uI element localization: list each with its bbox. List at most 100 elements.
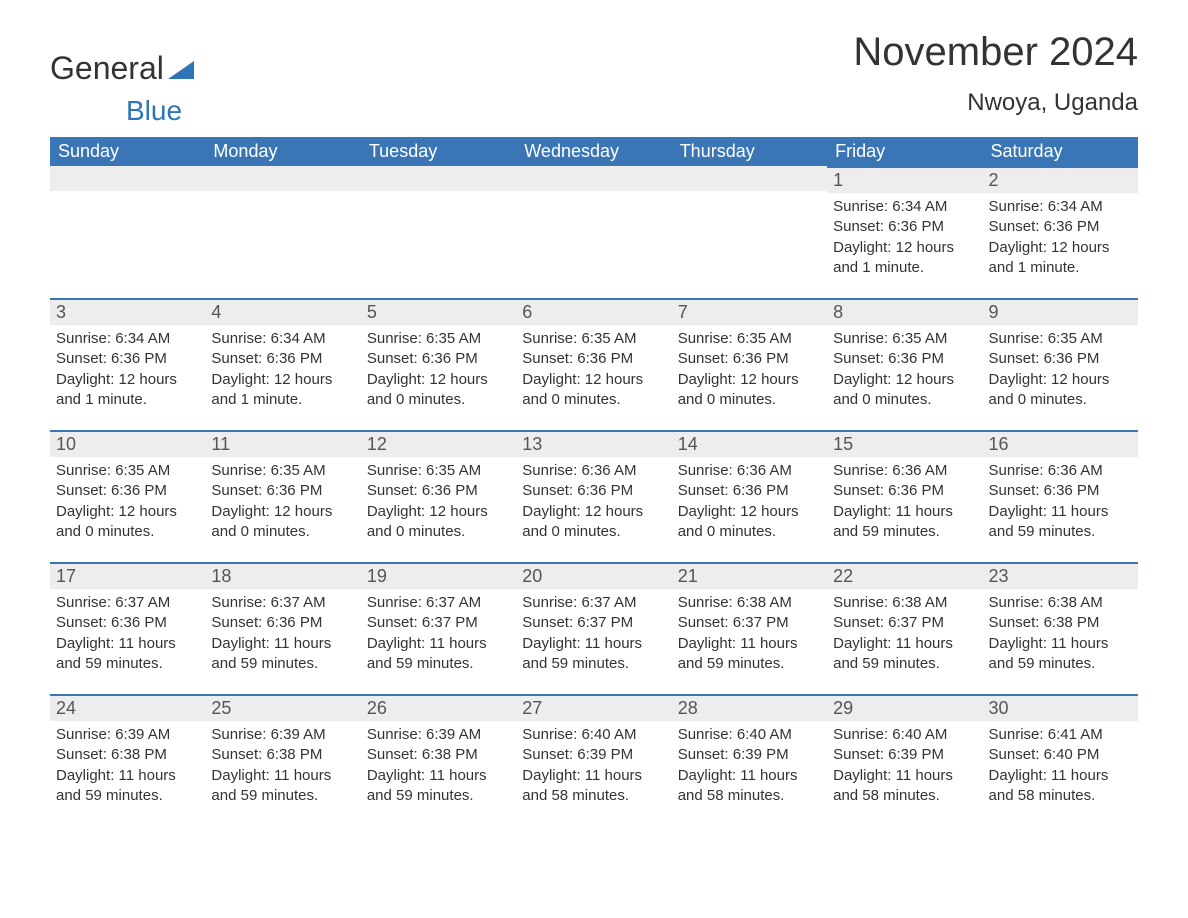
day-details: Sunrise: 6:35 AMSunset: 6:36 PMDaylight:… <box>827 325 982 418</box>
daylight-line: Daylight: 11 hours and 59 minutes. <box>678 634 821 675</box>
sunset-line: Sunset: 6:36 PM <box>989 481 1132 501</box>
sunset-line: Sunset: 6:36 PM <box>56 349 199 369</box>
day-number: 17 <box>50 562 205 589</box>
sunset-line: Sunset: 6:40 PM <box>989 745 1132 765</box>
sunrise-line: Sunrise: 6:34 AM <box>989 197 1132 217</box>
daylight-line: Daylight: 11 hours and 59 minutes. <box>56 634 199 675</box>
calendar-day-cell: 10Sunrise: 6:35 AMSunset: 6:36 PMDayligh… <box>50 430 205 562</box>
sunrise-line: Sunrise: 6:36 AM <box>678 461 821 481</box>
daylight-line: Daylight: 11 hours and 58 minutes. <box>833 766 976 807</box>
sunset-line: Sunset: 6:36 PM <box>833 349 976 369</box>
calendar-day-cell: 13Sunrise: 6:36 AMSunset: 6:36 PMDayligh… <box>516 430 671 562</box>
calendar-week-row: 10Sunrise: 6:35 AMSunset: 6:36 PMDayligh… <box>50 430 1138 562</box>
day-details: Sunrise: 6:39 AMSunset: 6:38 PMDaylight:… <box>361 721 516 814</box>
calendar-day-cell: 9Sunrise: 6:35 AMSunset: 6:36 PMDaylight… <box>983 298 1138 430</box>
sunset-line: Sunset: 6:37 PM <box>522 613 665 633</box>
day-number: 18 <box>205 562 360 589</box>
sunrise-line: Sunrise: 6:38 AM <box>833 593 976 613</box>
calendar-day-cell: 17Sunrise: 6:37 AMSunset: 6:36 PMDayligh… <box>50 562 205 694</box>
daylight-line: Daylight: 11 hours and 59 minutes. <box>56 766 199 807</box>
daylight-line: Daylight: 11 hours and 59 minutes. <box>833 502 976 543</box>
day-number: 20 <box>516 562 671 589</box>
day-details: Sunrise: 6:37 AMSunset: 6:36 PMDaylight:… <box>50 589 205 682</box>
calendar-body: 1Sunrise: 6:34 AMSunset: 6:36 PMDaylight… <box>50 166 1138 826</box>
daylight-line: Daylight: 12 hours and 0 minutes. <box>56 502 199 543</box>
sunset-line: Sunset: 6:36 PM <box>211 481 354 501</box>
daylight-line: Daylight: 11 hours and 59 minutes. <box>211 634 354 675</box>
sunset-line: Sunset: 6:39 PM <box>678 745 821 765</box>
daylight-line: Daylight: 11 hours and 59 minutes. <box>989 502 1132 543</box>
daylight-line: Daylight: 12 hours and 0 minutes. <box>211 502 354 543</box>
calendar-day-cell: 7Sunrise: 6:35 AMSunset: 6:36 PMDaylight… <box>672 298 827 430</box>
daylight-line: Daylight: 11 hours and 58 minutes. <box>522 766 665 807</box>
sunrise-line: Sunrise: 6:38 AM <box>989 593 1132 613</box>
day-details: Sunrise: 6:34 AMSunset: 6:36 PMDaylight:… <box>827 193 982 286</box>
sunrise-line: Sunrise: 6:34 AM <box>211 329 354 349</box>
day-details: Sunrise: 6:38 AMSunset: 6:38 PMDaylight:… <box>983 589 1138 682</box>
calendar-day-cell: 2Sunrise: 6:34 AMSunset: 6:36 PMDaylight… <box>983 166 1138 298</box>
sunset-line: Sunset: 6:36 PM <box>833 217 976 237</box>
sunset-line: Sunset: 6:36 PM <box>367 481 510 501</box>
calendar-day-cell: 30Sunrise: 6:41 AMSunset: 6:40 PMDayligh… <box>983 694 1138 826</box>
day-details: Sunrise: 6:35 AMSunset: 6:36 PMDaylight:… <box>50 457 205 550</box>
daylight-line: Daylight: 12 hours and 0 minutes. <box>522 502 665 543</box>
day-number: 3 <box>50 298 205 325</box>
sunset-line: Sunset: 6:36 PM <box>56 613 199 633</box>
day-number: 29 <box>827 694 982 721</box>
daylight-line: Daylight: 12 hours and 0 minutes. <box>678 370 821 411</box>
day-number: 13 <box>516 430 671 457</box>
weekday-header: Monday <box>205 137 360 166</box>
day-number: 22 <box>827 562 982 589</box>
calendar-day-cell: 20Sunrise: 6:37 AMSunset: 6:37 PMDayligh… <box>516 562 671 694</box>
day-number: 26 <box>361 694 516 721</box>
sunrise-line: Sunrise: 6:35 AM <box>367 329 510 349</box>
day-number: 9 <box>983 298 1138 325</box>
day-details: Sunrise: 6:35 AMSunset: 6:36 PMDaylight:… <box>983 325 1138 418</box>
calendar-empty-cell <box>205 166 360 298</box>
sunrise-line: Sunrise: 6:37 AM <box>522 593 665 613</box>
weekday-header: Friday <box>827 137 982 166</box>
daylight-line: Daylight: 12 hours and 0 minutes. <box>367 502 510 543</box>
day-number: 5 <box>361 298 516 325</box>
sunset-line: Sunset: 6:36 PM <box>367 349 510 369</box>
calendar-week-row: 3Sunrise: 6:34 AMSunset: 6:36 PMDaylight… <box>50 298 1138 430</box>
daylight-line: Daylight: 12 hours and 0 minutes. <box>522 370 665 411</box>
calendar-week-row: 24Sunrise: 6:39 AMSunset: 6:38 PMDayligh… <box>50 694 1138 826</box>
daylight-line: Daylight: 11 hours and 58 minutes. <box>989 766 1132 807</box>
daylight-line: Daylight: 11 hours and 59 minutes. <box>367 634 510 675</box>
day-number: 25 <box>205 694 360 721</box>
day-number: 27 <box>516 694 671 721</box>
daylight-line: Daylight: 12 hours and 0 minutes. <box>678 502 821 543</box>
calendar-day-cell: 11Sunrise: 6:35 AMSunset: 6:36 PMDayligh… <box>205 430 360 562</box>
brand-word-1: General <box>50 50 164 87</box>
daylight-line: Daylight: 11 hours and 59 minutes. <box>833 634 976 675</box>
calendar-day-cell: 18Sunrise: 6:37 AMSunset: 6:36 PMDayligh… <box>205 562 360 694</box>
day-number: 6 <box>516 298 671 325</box>
day-number: 10 <box>50 430 205 457</box>
sunrise-line: Sunrise: 6:35 AM <box>678 329 821 349</box>
day-details: Sunrise: 6:39 AMSunset: 6:38 PMDaylight:… <box>50 721 205 814</box>
day-details: Sunrise: 6:38 AMSunset: 6:37 PMDaylight:… <box>672 589 827 682</box>
sunrise-line: Sunrise: 6:35 AM <box>833 329 976 349</box>
daylight-line: Daylight: 11 hours and 59 minutes. <box>989 634 1132 675</box>
day-details: Sunrise: 6:37 AMSunset: 6:36 PMDaylight:… <box>205 589 360 682</box>
day-details: Sunrise: 6:34 AMSunset: 6:36 PMDaylight:… <box>50 325 205 418</box>
sunset-line: Sunset: 6:37 PM <box>833 613 976 633</box>
sunset-line: Sunset: 6:36 PM <box>989 217 1132 237</box>
day-number: 8 <box>827 298 982 325</box>
sunset-line: Sunset: 6:36 PM <box>211 349 354 369</box>
sunset-line: Sunset: 6:36 PM <box>211 613 354 633</box>
title-block: November 2024 Nwoya, Uganda <box>853 30 1138 117</box>
calendar-day-cell: 5Sunrise: 6:35 AMSunset: 6:36 PMDaylight… <box>361 298 516 430</box>
day-details: Sunrise: 6:37 AMSunset: 6:37 PMDaylight:… <box>361 589 516 682</box>
weekday-header: Tuesday <box>361 137 516 166</box>
day-details: Sunrise: 6:38 AMSunset: 6:37 PMDaylight:… <box>827 589 982 682</box>
sunrise-line: Sunrise: 6:35 AM <box>522 329 665 349</box>
calendar-day-cell: 21Sunrise: 6:38 AMSunset: 6:37 PMDayligh… <box>672 562 827 694</box>
day-number: 19 <box>361 562 516 589</box>
sunrise-line: Sunrise: 6:37 AM <box>56 593 199 613</box>
sunrise-line: Sunrise: 6:35 AM <box>989 329 1132 349</box>
sunset-line: Sunset: 6:38 PM <box>989 613 1132 633</box>
sunrise-line: Sunrise: 6:34 AM <box>833 197 976 217</box>
month-title: November 2024 <box>853 30 1138 75</box>
